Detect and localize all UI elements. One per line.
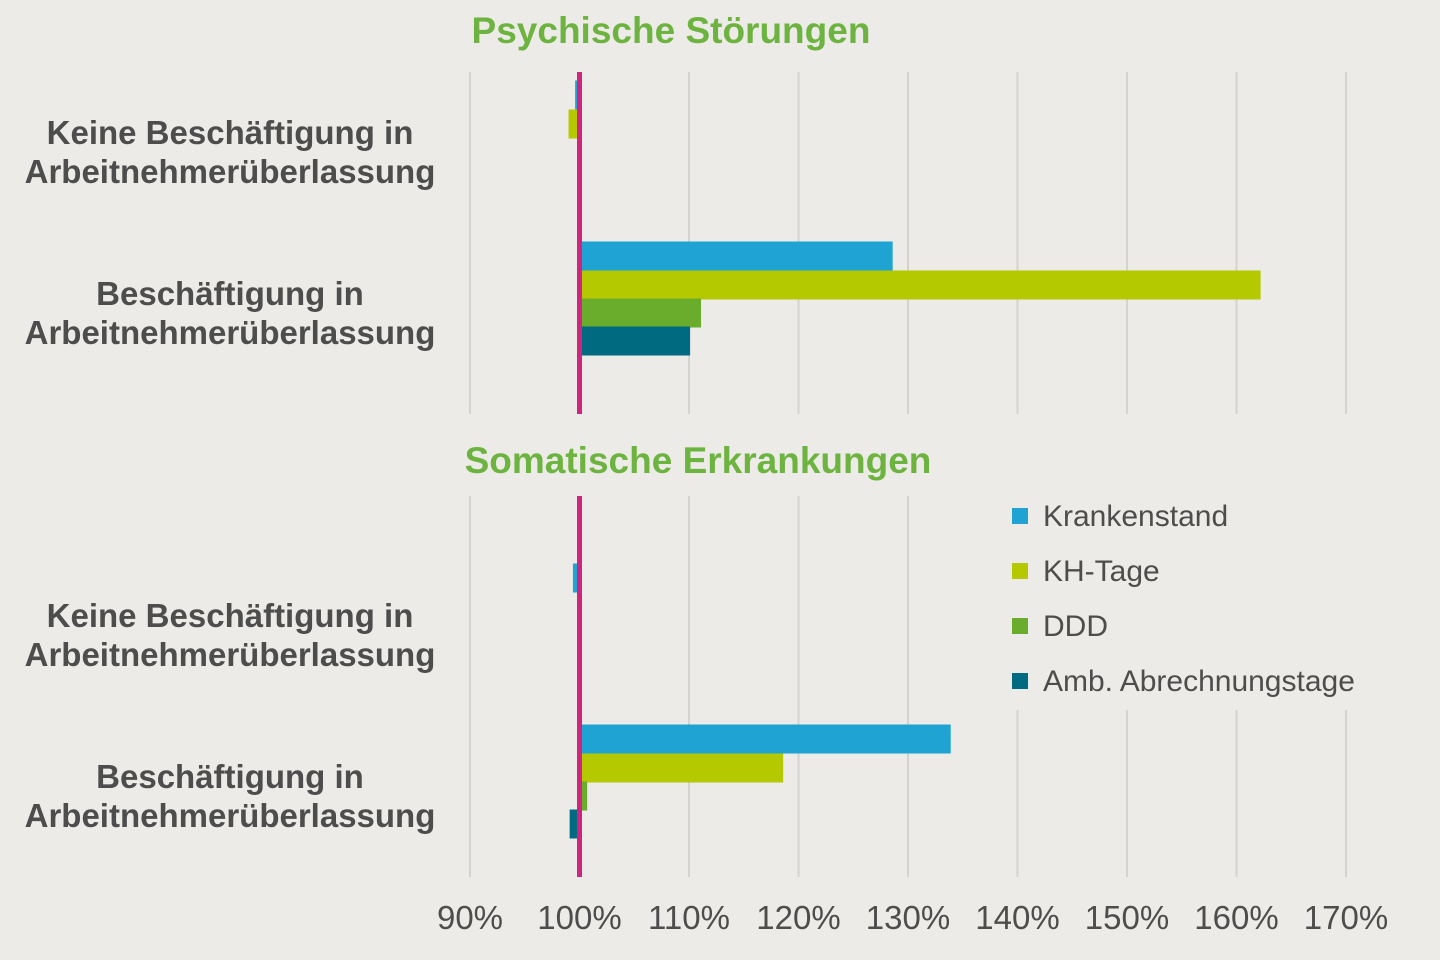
x-tick-label: 160% xyxy=(1194,899,1278,936)
x-tick-label: 140% xyxy=(975,899,1059,936)
bar xyxy=(579,753,784,783)
category-label-line2: Arbeitnehmerüberlassung xyxy=(25,636,436,673)
bar xyxy=(569,809,580,839)
category-label-line1: Beschäftigung in xyxy=(96,758,364,795)
legend: Krankenstand KH-Tage DDD Amb. Abrechnungsta… xyxy=(1000,490,1380,710)
panel-title: Psychische Störungen xyxy=(472,10,871,51)
panel-1: Psychische Störungen Keine Beschäftigung … xyxy=(25,10,1347,414)
bar xyxy=(579,724,951,754)
x-tick-label: 150% xyxy=(1085,899,1169,936)
legend-label: Amb. Abrechnungstage xyxy=(1043,665,1355,698)
x-tick-label: 110% xyxy=(648,899,730,936)
category-label: Beschäftigung in Arbeitnehmerüberlassung xyxy=(25,758,436,834)
legend-swatch xyxy=(1012,563,1028,579)
legend-swatch xyxy=(1012,673,1028,689)
category-label: Beschäftigung in Arbeitnehmerüberlassung xyxy=(25,275,436,351)
bar xyxy=(579,298,702,328)
legend-label: Krankenstand xyxy=(1043,500,1228,533)
legend-label: DDD xyxy=(1043,610,1108,643)
x-tick-label: 120% xyxy=(756,899,840,936)
x-tick-label: 100% xyxy=(537,899,621,936)
category-label: Keine Beschäftigung in Arbeitnehmerüberla… xyxy=(25,597,436,673)
category-label-line1: Beschäftigung in xyxy=(96,275,364,312)
x-tick-label: 170% xyxy=(1304,899,1388,936)
bar xyxy=(568,109,580,139)
legend-swatch xyxy=(1012,618,1028,634)
legend-swatch xyxy=(1012,508,1028,524)
bar xyxy=(579,270,1261,300)
category-label-line1: Keine Beschäftigung in xyxy=(47,597,414,634)
legend-background xyxy=(1000,490,1380,710)
legend-label: KH-Tage xyxy=(1043,555,1160,588)
bar xyxy=(572,563,580,593)
category-label-line2: Arbeitnehmerüberlassung xyxy=(25,153,436,190)
x-tick-label: 90% xyxy=(437,899,503,936)
category-label-line2: Arbeitnehmerüberlassung xyxy=(25,797,436,834)
bar xyxy=(579,326,691,356)
bar xyxy=(579,241,893,271)
category-label: Keine Beschäftigung in Arbeitnehmerüberla… xyxy=(25,114,436,190)
bar xyxy=(579,781,588,811)
category-label-line2: Arbeitnehmerüberlassung xyxy=(25,314,436,351)
panel-2: Somatische Erkrankungen Keine Beschäftigu… xyxy=(25,440,1347,877)
category-label-line1: Keine Beschäftigung in xyxy=(47,114,414,151)
panel-title: Somatische Erkrankungen xyxy=(465,440,932,481)
x-tick-label: 130% xyxy=(866,899,950,936)
